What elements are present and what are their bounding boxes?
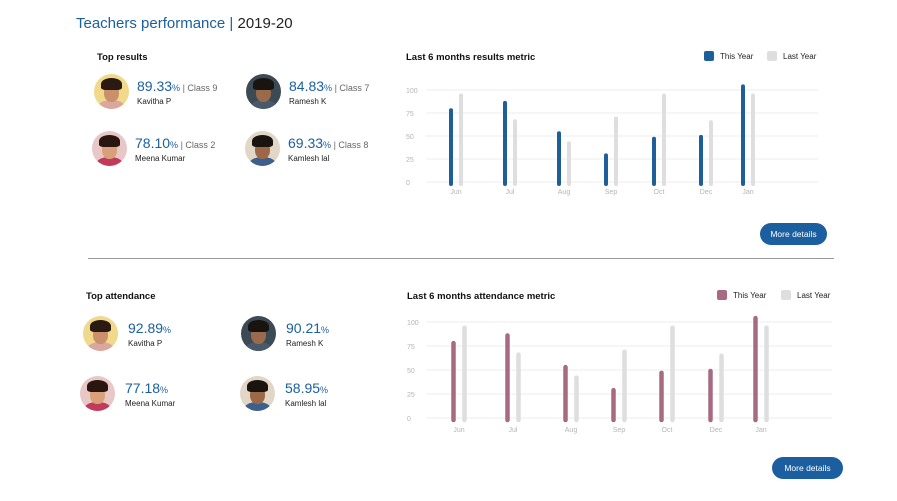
y-tick-label: 50 — [406, 134, 414, 141]
top-result-card[interactable]: 78.10% | Class 2 Meena Kumar — [92, 131, 215, 166]
teacher-name: Kamlesh lal — [288, 153, 330, 163]
top-attendance-card[interactable]: 90.21% Ramesh K — [241, 316, 329, 351]
percent-unit: % — [170, 139, 179, 150]
top-result-card[interactable]: 84.83% | Class 7 Ramesh K — [246, 74, 369, 109]
top-results-heading: Top results — [97, 52, 148, 63]
x-tick-label: Jun — [453, 427, 464, 434]
y-tick-label: 100 — [407, 320, 419, 327]
x-tick-label: Aug — [558, 189, 571, 196]
y-tick-label: 25 — [406, 157, 414, 164]
class-label: | Class 7 — [332, 82, 370, 93]
legend-swatch — [717, 290, 727, 300]
x-tick-label: Oct — [654, 189, 665, 196]
legend-label: Last Year — [783, 51, 817, 61]
avatar — [240, 376, 275, 411]
x-tick-label: Jul — [509, 427, 518, 434]
percent-unit: % — [323, 139, 332, 150]
percent-unit: % — [163, 324, 172, 335]
attendance-percent: 92.89 — [128, 319, 164, 336]
x-tick-label: Jul — [506, 189, 515, 196]
attendance-percent: 90.21 — [286, 319, 322, 336]
top-attendance-heading: Top attendance — [86, 291, 156, 302]
x-tick-label: Jun — [450, 189, 461, 196]
x-tick-label: Jan — [755, 427, 766, 434]
percent-unit: % — [160, 384, 169, 395]
avatar — [241, 316, 276, 351]
y-tick-label: 0 — [407, 416, 411, 423]
x-tick-label: Dec — [710, 427, 723, 434]
y-tick-label: 25 — [407, 392, 415, 399]
legend-label: Last Year — [797, 290, 831, 300]
legend-swatch — [704, 51, 714, 61]
legend-this-year: This Year — [704, 51, 753, 61]
teacher-name: Meena Kumar — [125, 398, 176, 408]
attendance-percent: 77.18 — [125, 379, 161, 396]
title-separator: | — [225, 15, 238, 32]
x-tick-label: Aug — [565, 427, 578, 434]
percent-unit: % — [172, 82, 181, 93]
y-tick-label: 75 — [406, 111, 414, 118]
legend-last-year: Last Year — [767, 51, 816, 61]
x-tick-label: Jan — [742, 189, 753, 196]
percent-unit: % — [324, 82, 333, 93]
avatar — [94, 74, 129, 109]
page-title: Teachers performance | 2019-20 — [76, 15, 293, 32]
class-label: | Class 8 — [331, 139, 369, 150]
attendance-percent: 58.95 — [285, 379, 321, 396]
legend-label: This Year — [733, 290, 767, 300]
top-result-card[interactable]: 69.33% | Class 8 Kamlesh lal — [245, 131, 368, 166]
y-tick-label: 0 — [406, 180, 410, 187]
page-title-main: Teachers performance — [76, 15, 226, 32]
y-tick-label: 50 — [407, 368, 415, 375]
x-tick-label: Sep — [605, 189, 618, 196]
class-label: | Class 2 — [178, 139, 216, 150]
percent-unit: % — [320, 384, 329, 395]
teacher-name: Kavitha P — [128, 338, 163, 348]
x-tick-label: Dec — [700, 189, 713, 196]
percent-unit: % — [321, 324, 330, 335]
result-percent: 69.33 — [288, 134, 324, 151]
attendance-more-details-button[interactable]: More details — [772, 457, 843, 479]
teacher-name: Meena Kumar — [135, 153, 186, 163]
result-percent: 89.33 — [137, 77, 173, 94]
legend-label: This Year — [720, 51, 754, 61]
x-tick-label: Sep — [613, 427, 626, 434]
page-title-year: 2019-20 — [237, 15, 293, 32]
top-attendance-card[interactable]: 77.18% Meena Kumar — [80, 376, 175, 411]
teacher-name: Kavitha P — [137, 96, 172, 106]
legend-swatch — [767, 51, 777, 61]
top-attendance-card[interactable]: 58.95% Kamlesh lal — [240, 376, 328, 411]
teacher-name: Ramesh K — [289, 96, 327, 106]
class-label: | Class 9 — [180, 82, 218, 93]
legend-swatch — [781, 290, 791, 300]
results-more-details-button[interactable]: More details — [760, 223, 827, 245]
result-percent: 78.10 — [135, 134, 171, 151]
top-result-card[interactable]: 89.33% | Class 9 Kavitha P — [94, 74, 217, 109]
avatar — [80, 376, 115, 411]
y-tick-label: 100 — [406, 88, 418, 95]
avatar — [245, 131, 280, 166]
avatar — [83, 316, 118, 351]
teacher-name: Kamlesh lal — [285, 398, 327, 408]
x-tick-label: Oct — [662, 427, 673, 434]
avatar — [92, 131, 127, 166]
top-attendance-card[interactable]: 92.89% Kavitha P — [83, 316, 171, 351]
avatar — [246, 74, 281, 109]
legend-last-year: Last Year — [781, 290, 830, 300]
y-tick-label: 75 — [407, 344, 415, 351]
results-chart-title: Last 6 months results metric — [406, 52, 536, 63]
teacher-name: Ramesh K — [286, 338, 324, 348]
section-divider — [88, 258, 834, 259]
result-percent: 84.83 — [289, 77, 325, 94]
legend-this-year: This Year — [717, 290, 766, 300]
attendance-chart-title: Last 6 months attendance metric — [407, 291, 556, 302]
